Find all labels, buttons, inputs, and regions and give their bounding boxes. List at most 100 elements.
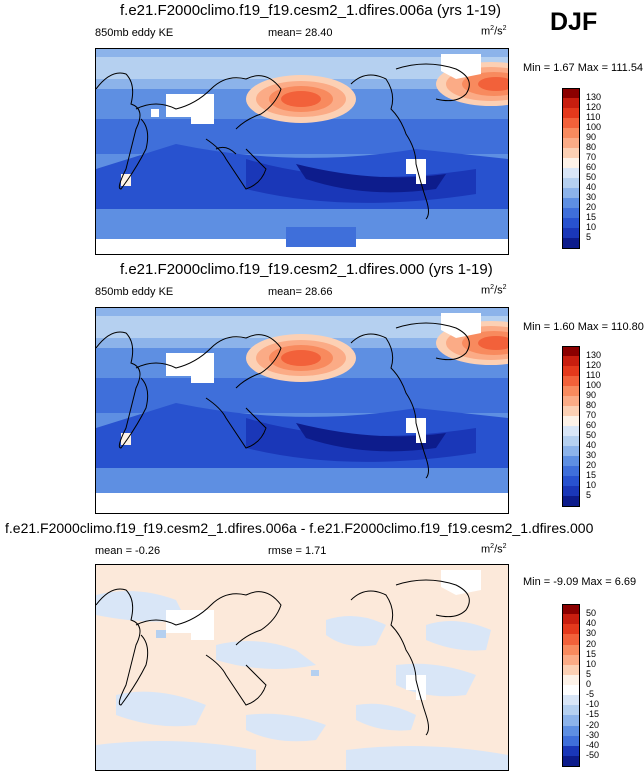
colorbar-tick-label: 10 [586,222,597,232]
panel2-units: m2/s2 [481,284,507,297]
colorbar-tick-label: 20 [586,460,597,470]
colorbar-swatch [562,366,580,377]
colorbar-tick-label: 5 [586,490,592,500]
colorbar-swatch [562,238,580,249]
colorbar-swatch [562,228,580,239]
colorbar-swatch [562,198,580,209]
colorbar-tick-label: 30 [586,628,597,639]
colorbar-tick-label: 5 [586,668,592,679]
colorbar-swatch [562,654,580,666]
panel3-map [95,564,509,771]
colorbar-swatch [562,634,580,645]
colorbar-swatch [562,614,580,625]
colorbar-swatch [562,396,580,407]
panel3-mean: mean = -0.26 [95,545,161,557]
colorbar-tick-label: -15 [586,709,600,720]
colorbar-swatch [562,755,580,767]
colorbar-tick-label: 110 [586,370,601,380]
colorbar-tick-label: 10 [586,658,597,669]
colorbar-tick-label: 15 [586,648,597,659]
colorbar-tick-label: 10 [586,480,597,490]
colorbar-tick-label: 80 [586,142,597,152]
colorbar-swatch [562,466,580,477]
colorbar-swatch [562,138,580,149]
colorbar-swatch [562,644,580,656]
colorbar-tick-label: 130 [586,350,602,360]
colorbar-tick-label: 50 [586,172,597,182]
colorbar-tick-label: -20 [586,719,600,730]
panel1-field-label: 850mb eddy KE [95,27,174,39]
colorbar-swatch [562,356,580,367]
colorbar-swatch [562,346,580,357]
panel3-title: f.e21.F2000climo.f19_f19.cesm2_1.dfires.… [5,520,594,536]
panel3-units: m2/s2 [481,543,507,556]
colorbar-swatch [562,624,580,635]
colorbar-swatch [562,476,580,487]
colorbar-swatch [562,685,580,696]
colorbar-tick-label: 90 [586,390,597,400]
colorbar-tick-label: 120 [586,360,602,370]
colorbar-tick-label: 20 [586,638,597,649]
colorbar-swatch [562,218,580,229]
colorbar-swatch [562,426,580,437]
panel2-field-label: 850mb eddy KE [95,286,174,298]
panel1-colorbar: 130 120 110 100 90 80 70 60 50 40 30 20 15 10 5 [562,88,622,249]
colorbar-tick-label: -50 [586,749,600,760]
colorbar-tick-label: 60 [586,420,597,430]
panel2-minmax: Min = 1.60 Max = 110.80 [523,321,644,333]
colorbar-swatch [562,705,580,716]
colorbar-swatch [562,456,580,467]
panel2-map [95,307,509,514]
colorbar-tick-label: 100 [586,380,602,390]
colorbar-swatch [562,118,580,129]
colorbar-swatch [562,88,580,99]
colorbar-swatch [562,406,580,417]
colorbar-swatch [562,98,580,109]
panel3-colorbar: 50 40 30 20 15 10 5 0 -5 -10 -15 -20 -30 -40 -50 [562,604,622,767]
colorbar-tick-label: 80 [586,400,597,410]
colorbar-tick-label: 90 [586,132,597,142]
colorbar-swatch [562,208,580,219]
panel1-units: m2/s2 [481,25,507,38]
colorbar-swatch [562,436,580,447]
colorbar-swatch [562,604,580,615]
colorbar-swatch [562,446,580,457]
colorbar-tick-label: 40 [586,182,597,192]
colorbar-swatch [562,664,580,676]
colorbar-tick-label: 40 [586,618,597,629]
colorbar-tick-label: 130 [586,92,602,102]
colorbar-swatch [562,715,580,726]
colorbar-swatch [562,674,580,686]
colorbar-tick-label: 70 [586,152,597,162]
colorbar-tick-label: 70 [586,410,597,420]
colorbar-swatch [562,168,580,179]
colorbar-tick-label: 30 [586,192,597,202]
colorbar-swatch [562,158,580,169]
colorbar-tick-label: -40 [586,739,600,750]
panel2-colorbar: 130 120 110 100 90 80 70 60 50 40 30 20 15 10 5 [562,346,622,507]
colorbar-tick-label: 120 [586,102,602,112]
colorbar-swatch [562,386,580,397]
colorbar-tick-label: 15 [586,470,597,480]
colorbar-tick-label: 110 [586,112,601,122]
colorbar-tick-label: 5 [586,232,592,242]
colorbar-swatch [562,486,580,497]
colorbar-swatch [562,725,580,737]
colorbar-swatch [562,108,580,119]
colorbar-tick-label: 50 [586,430,597,440]
colorbar-tick-label: 50 [586,608,597,619]
colorbar-tick-label: 20 [586,202,597,212]
panel1-mean: mean= 28.40 [268,27,333,39]
colorbar-swatch [562,128,580,139]
panel1-map [95,48,509,255]
colorbar-tick-label: 15 [586,212,597,222]
panel1-title: f.e21.F2000climo.f19_f19.cesm2_1.dfires.… [120,2,502,19]
colorbar-tick-label: 60 [586,162,597,172]
colorbar-tick-label: 100 [586,122,602,132]
colorbar-tick-label: -10 [586,699,600,710]
colorbar-swatch [562,188,580,199]
colorbar-tick-label: -5 [586,689,595,700]
panel1-minmax: Min = 1.67 Max = 111.54 [523,62,644,74]
panel3-rmse: rmse = 1.71 [268,545,327,557]
colorbar-tick-label: 0 [586,679,592,689]
